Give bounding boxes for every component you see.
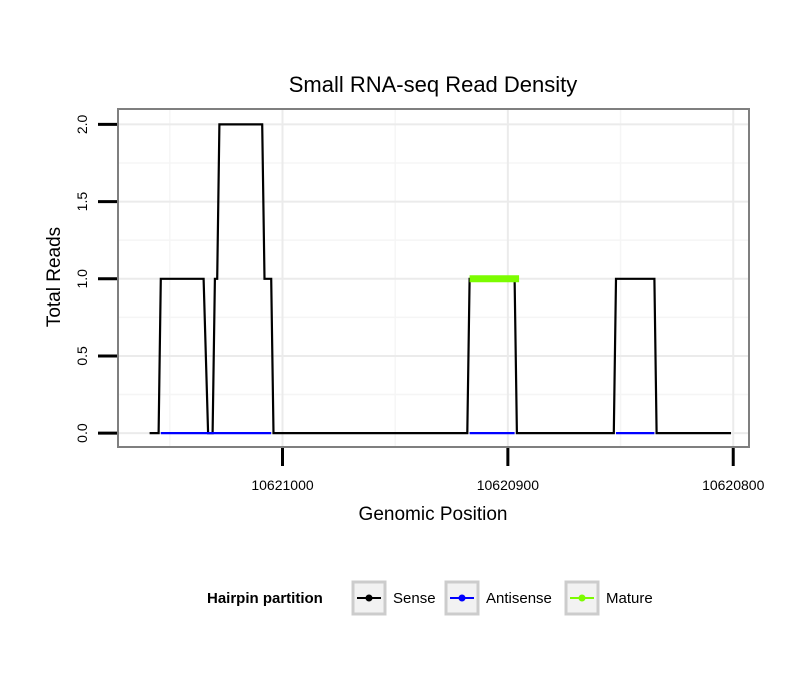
legend-key-point-sense [365, 594, 373, 602]
legend-label-sense: Sense [393, 590, 436, 607]
legend-key-point-antisense [458, 594, 466, 602]
y-tick-label: 0.5 [74, 346, 90, 366]
legend-label-mature: Mature [606, 590, 653, 607]
y-tick-label: 1.5 [74, 192, 90, 212]
legend-label-antisense: Antisense [486, 590, 552, 607]
y-axis-title: Total Reads [44, 227, 65, 327]
x-tick-label: 10620900 [477, 477, 540, 493]
legend-title: Hairpin partition [207, 590, 323, 607]
y-tick-label: 1.0 [74, 269, 90, 289]
chart-title: Small RNA-seq Read Density [289, 72, 578, 97]
x-tick-label: 10620800 [702, 477, 765, 493]
legend-key-point-mature [578, 594, 586, 602]
legend-key-mature [564, 580, 600, 616]
x-tick-label: 10621000 [251, 477, 314, 493]
x-axis-title: Genomic Position [359, 504, 508, 525]
x-axis: 10621000 10620900 10620800 [251, 448, 765, 493]
series-layer [149, 123, 731, 435]
series-sense-line [149, 123, 731, 435]
y-tick-label: 0.0 [74, 423, 90, 443]
y-axis: 0.0 0.5 1.0 1.5 2.0 [74, 114, 117, 443]
plot-panel [117, 108, 750, 448]
y-tick-label: 2.0 [74, 114, 90, 134]
legend: Hairpin partition Sense Antisense Mature [207, 580, 653, 616]
